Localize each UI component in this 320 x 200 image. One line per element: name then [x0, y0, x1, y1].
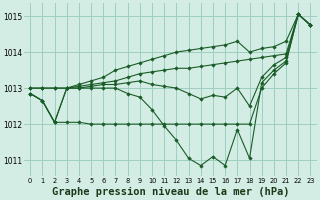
X-axis label: Graphe pression niveau de la mer (hPa): Graphe pression niveau de la mer (hPa) [52, 186, 289, 197]
